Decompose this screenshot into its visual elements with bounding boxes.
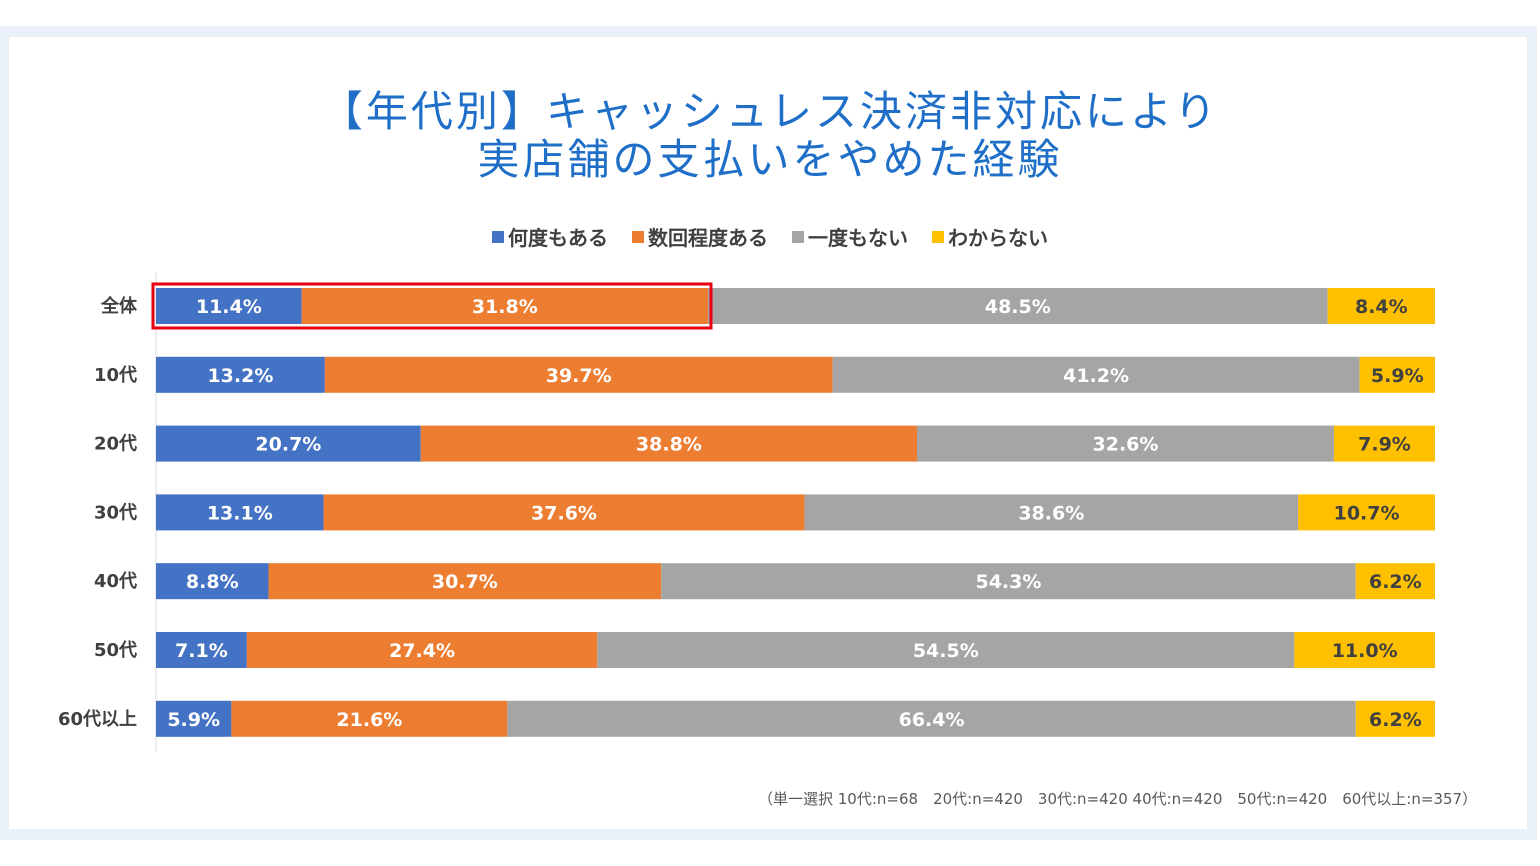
legend-label: 数回程度ある <box>648 226 768 250</box>
bar-segment <box>246 632 598 668</box>
bar-segment <box>156 563 269 600</box>
data-label: 11.4% <box>196 296 262 318</box>
data-label: 11.0% <box>1332 640 1398 662</box>
data-label: 8.8% <box>186 571 239 593</box>
legend-swatch <box>932 230 944 243</box>
data-label: 13.1% <box>207 502 273 524</box>
data-label: 6.2% <box>1369 571 1422 593</box>
bar-segment <box>707 288 1328 324</box>
bar-segment <box>231 700 508 737</box>
bar-segment <box>1355 700 1435 737</box>
category-label: 40代 <box>94 571 137 592</box>
bar-segment <box>156 288 302 324</box>
legend-label: わからない <box>948 226 1048 250</box>
bar-segment <box>1333 425 1435 462</box>
bar-segment <box>1298 494 1435 531</box>
legend-item: わからない <box>932 222 1048 251</box>
category-label: 30代 <box>94 502 137 523</box>
data-label: 30.7% <box>432 571 498 593</box>
data-label: 31.8% <box>472 296 538 318</box>
data-label: 20.7% <box>255 434 321 456</box>
data-label: 39.7% <box>546 365 612 387</box>
chart-title-line2: 実店舗の支払いをやめた経験 <box>477 135 1063 184</box>
legend-item: 何度もある <box>492 222 608 251</box>
data-label: 13.2% <box>207 365 273 387</box>
category-label: 全体 <box>100 295 138 317</box>
bar-segment <box>832 356 1360 393</box>
bar-segment <box>1327 288 1435 324</box>
chart-title-line1: 【年代別】キャッシュレス決済非対応により <box>320 87 1220 136</box>
bar-segment <box>661 563 1356 600</box>
data-label: 32.6% <box>1093 434 1159 456</box>
data-label: 41.2% <box>1063 365 1129 387</box>
bar-segment <box>301 288 708 324</box>
data-label: 38.6% <box>1018 502 1084 524</box>
data-label: 27.4% <box>389 640 455 662</box>
category-label: 10代 <box>94 365 137 386</box>
category-label: 50代 <box>94 640 137 661</box>
bar-segment <box>156 356 325 393</box>
bar-segment <box>420 425 918 462</box>
category-label: 20代 <box>94 434 137 455</box>
bar-segment <box>268 563 662 600</box>
legend: 何度もある 数回程度ある 一度もない わからない <box>0 222 1540 251</box>
bar-segment <box>1355 563 1435 600</box>
data-label: 38.8% <box>636 434 702 456</box>
legend-swatch <box>632 230 644 243</box>
legend-swatch <box>492 230 504 243</box>
data-label: 66.4% <box>899 709 965 731</box>
data-label: 6.2% <box>1369 709 1422 731</box>
bar-segment <box>1359 356 1435 393</box>
data-label: 5.9% <box>167 709 220 731</box>
legend-item: 一度もない <box>792 222 908 251</box>
data-label: 7.9% <box>1358 434 1411 456</box>
data-label: 8.4% <box>1355 296 1408 318</box>
bar-segment <box>597 632 1295 668</box>
footnote: （単一選択 10代:n=68 20代:n=420 30代:n=420 40代:n… <box>758 790 1478 808</box>
bar-segment <box>507 700 1356 737</box>
bar-segment <box>917 425 1334 462</box>
data-label: 5.9% <box>1371 365 1424 387</box>
data-label: 10.7% <box>1334 502 1400 524</box>
bar-segment <box>323 494 805 531</box>
bar-segment <box>1294 632 1435 668</box>
legend-swatch <box>792 230 804 243</box>
bar-segment <box>804 494 1299 531</box>
legend-label: 何度もある <box>508 226 608 250</box>
legend-label: 一度もない <box>808 226 908 250</box>
bar-segment <box>156 632 247 668</box>
data-label: 37.6% <box>531 502 597 524</box>
data-label: 54.5% <box>913 640 979 662</box>
bar-segment <box>156 700 232 737</box>
data-label: 48.5% <box>985 296 1051 318</box>
data-label: 7.1% <box>175 640 228 662</box>
legend-item: 数回程度ある <box>632 222 768 251</box>
bar-segment <box>156 494 324 531</box>
highlight-box <box>151 282 713 330</box>
data-label: 54.3% <box>975 571 1041 593</box>
bar-segment <box>156 425 421 462</box>
bar-segment <box>324 356 833 393</box>
data-label: 21.6% <box>336 709 402 731</box>
category-label: 60代以上 <box>58 709 137 730</box>
